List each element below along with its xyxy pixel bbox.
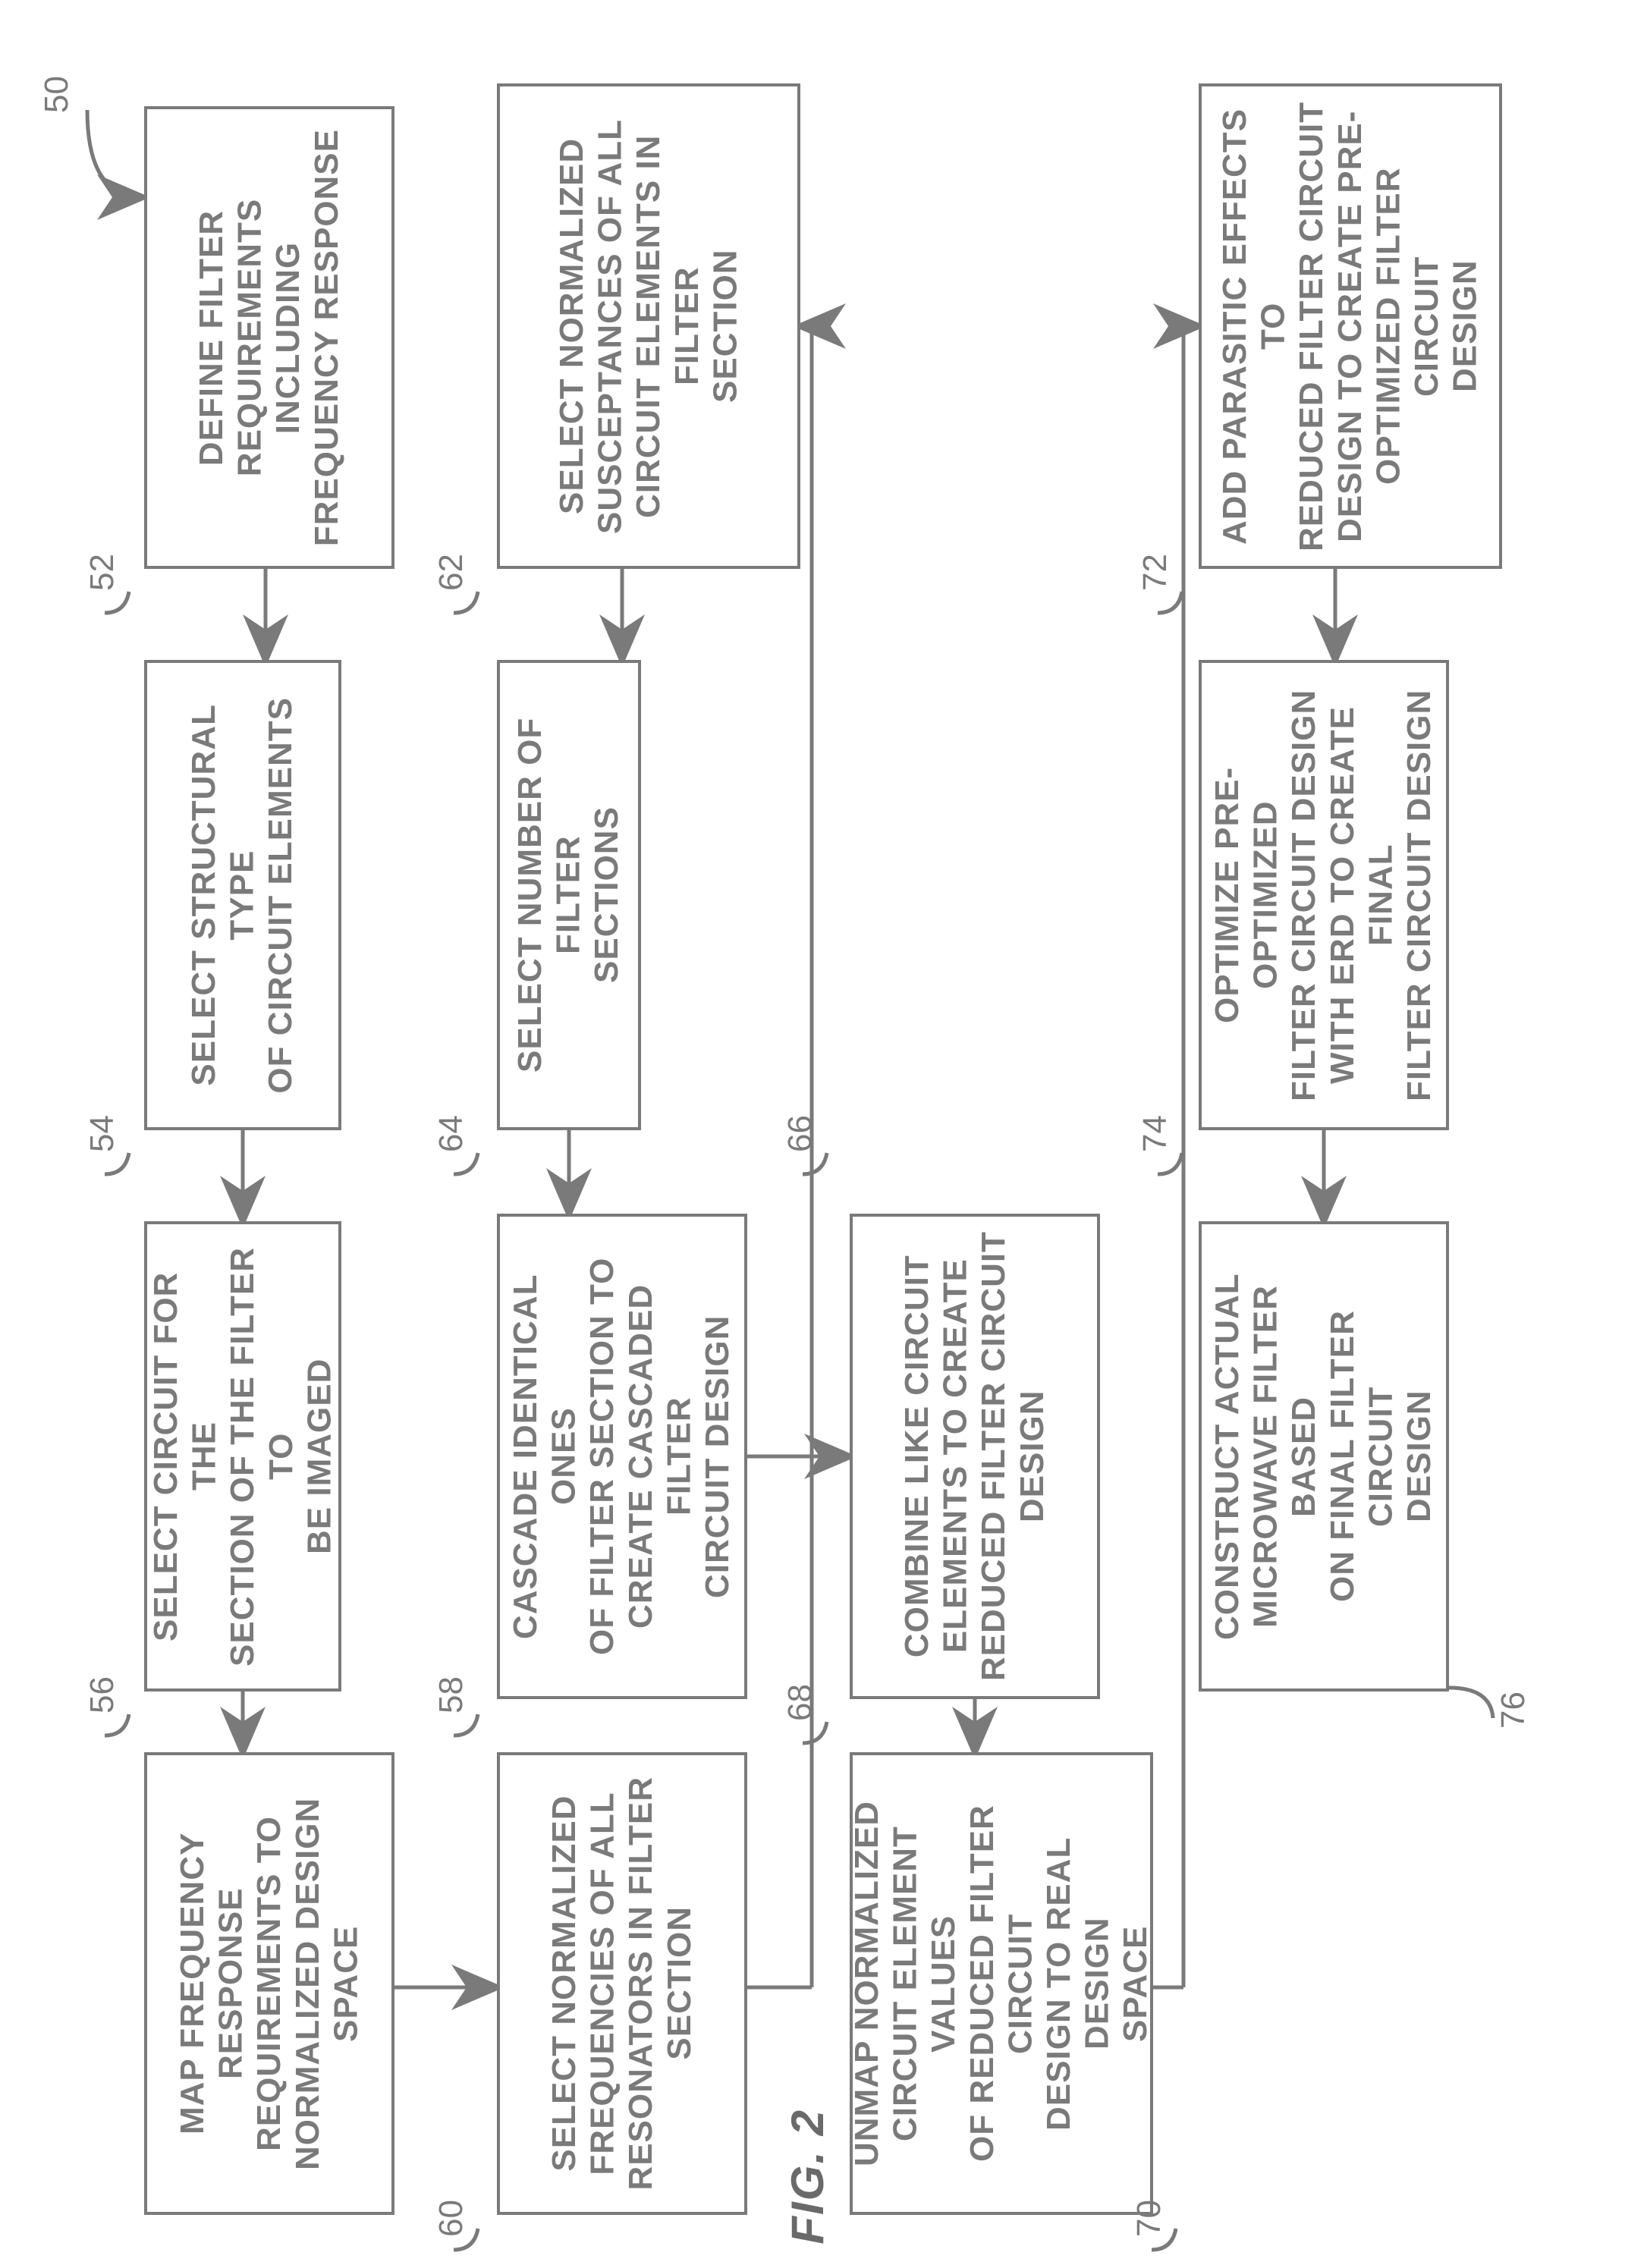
ref-62: 62	[432, 554, 470, 591]
flow-box-text: SELECT STRUCTURAL TYPE OF CIRCUIT ELEMEN…	[185, 697, 300, 1094]
ref-54: 54	[83, 1115, 121, 1152]
ref-74: 74	[1136, 1115, 1174, 1152]
flow-box-text: MAP FREQUENCY RESPONSE REQUIREMENTS TO N…	[174, 1769, 366, 2198]
flow-box-text: CASCADE IDENTICAL ONES OF FILTER SECTION…	[507, 1230, 737, 1682]
ref-72: 72	[1136, 554, 1174, 591]
ref-66: 66	[781, 1115, 819, 1152]
flow-box-text: SELECT NUMBER OF FILTER SECTIONS	[511, 677, 627, 1114]
flow-box-74: OPTIMIZE PRE-OPTIMIZED FILTER CIRCUIT DE…	[1199, 660, 1449, 1130]
figure-label: FIG. 2	[781, 2109, 834, 2244]
flow-box-64: SELECT NUMBER OF FILTER SECTIONS	[497, 660, 641, 1130]
ref-76: 76	[1495, 1692, 1532, 1729]
ref-60: 60	[432, 2200, 470, 2237]
flow-box-text: DEFINE FILTER REQUIREMENTS INCLUDING FRE…	[193, 129, 346, 546]
flow-box-54: SELECT STRUCTURAL TYPE OF CIRCUIT ELEMEN…	[144, 660, 341, 1130]
flow-box-62: SELECT NORMALIZED SUSCEPTANCES OF ALL CI…	[497, 83, 800, 569]
lead-ref-50: 50	[38, 76, 76, 113]
flow-box-60: SELECT NORMALIZED FREQUENCIES OF ALL RES…	[497, 1752, 747, 2215]
flow-box-text: COMBINE LIKE CIRCUIT ELEMENTS TO CREATE …	[898, 1231, 1051, 1681]
flow-box-text: OPTIMIZE PRE-OPTIMIZED FILTER CIRCUIT DE…	[1209, 677, 1439, 1114]
ref-68: 68	[781, 1684, 819, 1721]
flow-box-text: CONSTRUCT ACTUAL MICROWAVE FILTER BASED …	[1209, 1238, 1439, 1675]
flow-box-text: SELECT NORMALIZED SUSCEPTANCES OF ALL CI…	[553, 100, 745, 552]
flow-box-72: ADD PARASITIC EFFECTS TO REDUCED FILTER …	[1199, 83, 1502, 569]
ref-64: 64	[432, 1115, 470, 1152]
ref-58: 58	[432, 1676, 470, 1714]
flow-box-66: CASCADE IDENTICAL ONES OF FILTER SECTION…	[497, 1214, 747, 1699]
flow-box-58: MAP FREQUENCY RESPONSE REQUIREMENTS TO N…	[144, 1752, 394, 2215]
flow-box-text: SELECT NORMALIZED FREQUENCIES OF ALL RES…	[545, 1776, 699, 2191]
flow-box-56: SELECT CIRCUIT FOR THE SECTION OF THE FI…	[144, 1221, 341, 1692]
flowchart-canvas: 50 FIG. 2 DEFINE FILTER REQUIREMENTS INC…	[0, 0, 1625, 2268]
flow-box-text: UNMAP NORMALIZED CIRCUIT ELEMENT VALUES …	[848, 1769, 1155, 2198]
ref-70: 70	[1130, 2200, 1168, 2237]
ref-52: 52	[83, 554, 121, 591]
flow-box-68: COMBINE LIKE CIRCUIT ELEMENTS TO CREATE …	[850, 1214, 1100, 1699]
flow-box-52: DEFINE FILTER REQUIREMENTS INCLUDING FRE…	[144, 106, 394, 569]
flow-box-text: ADD PARASITIC EFFECTS TO REDUCED FILTER …	[1216, 100, 1485, 552]
ref-56: 56	[83, 1676, 121, 1714]
flow-box-text: SELECT CIRCUIT FOR THE SECTION OF THE FI…	[147, 1238, 339, 1675]
flow-box-70: UNMAP NORMALIZED CIRCUIT ELEMENT VALUES …	[850, 1752, 1153, 2215]
flow-box-76: CONSTRUCT ACTUAL MICROWAVE FILTER BASED …	[1199, 1221, 1449, 1692]
